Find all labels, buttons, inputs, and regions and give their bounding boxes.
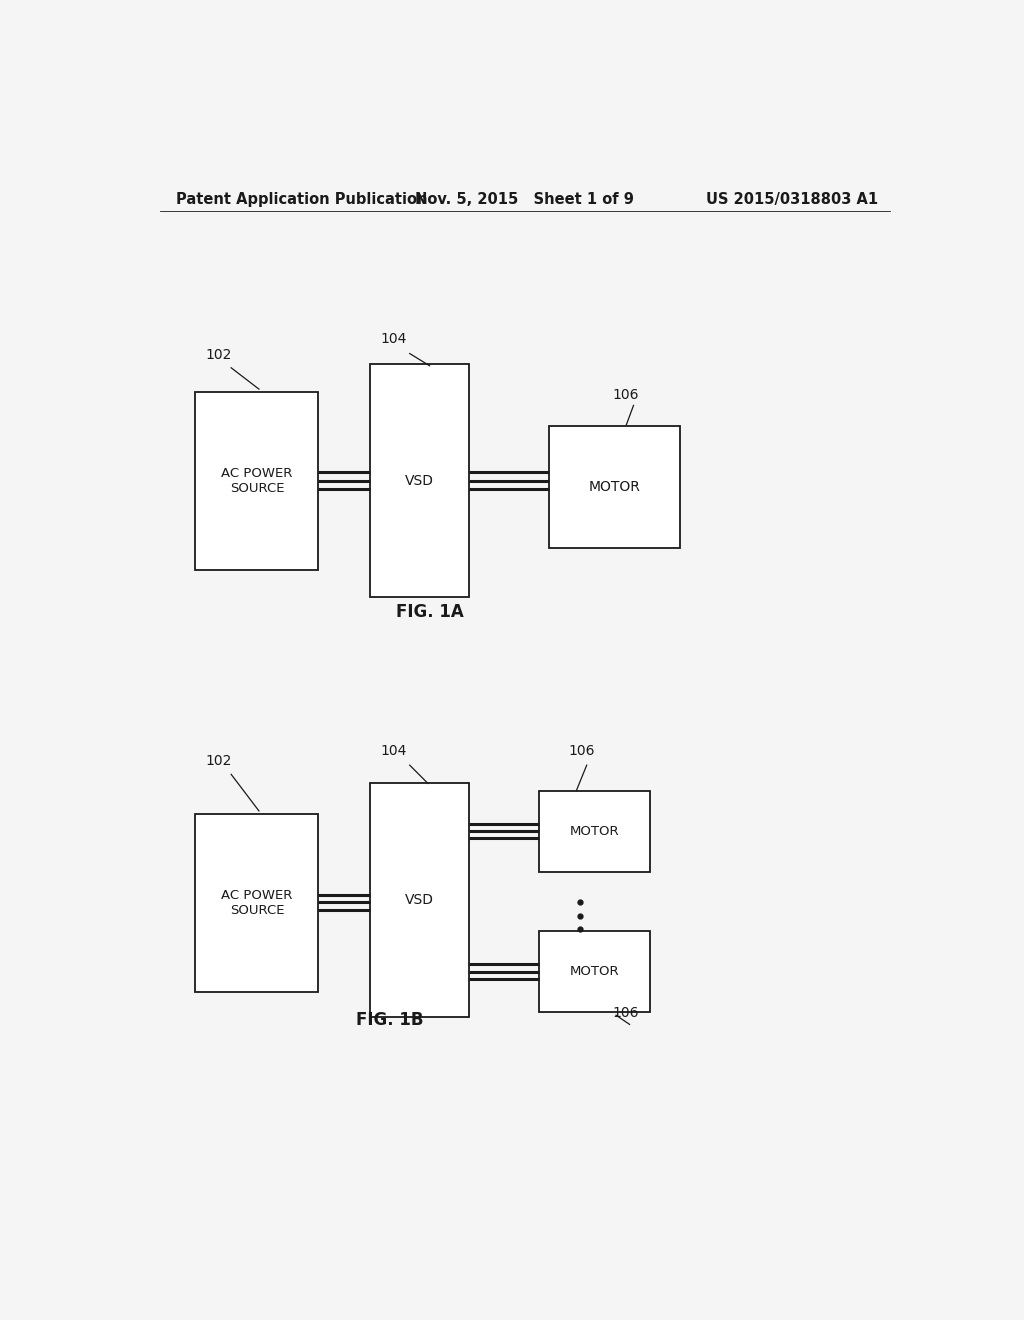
Text: FIG. 1A: FIG. 1A — [395, 603, 464, 620]
Text: 102: 102 — [206, 347, 232, 362]
Text: Nov. 5, 2015   Sheet 1 of 9: Nov. 5, 2015 Sheet 1 of 9 — [416, 191, 634, 207]
Bar — [539, 931, 650, 1012]
Text: MOTOR: MOTOR — [569, 825, 620, 838]
Bar — [549, 426, 680, 548]
Text: 104: 104 — [380, 744, 407, 758]
Text: AC POWER
SOURCE: AC POWER SOURCE — [221, 888, 293, 917]
Bar — [196, 814, 318, 991]
Text: VSD: VSD — [406, 894, 434, 907]
Text: AC POWER
SOURCE: AC POWER SOURCE — [221, 467, 293, 495]
Text: 106: 106 — [568, 744, 595, 758]
Text: US 2015/0318803 A1: US 2015/0318803 A1 — [706, 191, 878, 207]
Text: 106: 106 — [612, 1006, 639, 1020]
Bar — [539, 791, 650, 873]
Text: 104: 104 — [380, 333, 407, 346]
Text: FIG. 1B: FIG. 1B — [356, 1011, 424, 1030]
Text: 106: 106 — [612, 388, 639, 403]
Text: MOTOR: MOTOR — [588, 479, 640, 494]
Bar — [370, 784, 469, 1018]
Text: MOTOR: MOTOR — [569, 965, 620, 978]
Text: 102: 102 — [206, 754, 232, 768]
Text: VSD: VSD — [406, 474, 434, 487]
Text: Patent Application Publication: Patent Application Publication — [176, 191, 427, 207]
Bar — [370, 364, 469, 598]
Bar — [196, 392, 318, 570]
